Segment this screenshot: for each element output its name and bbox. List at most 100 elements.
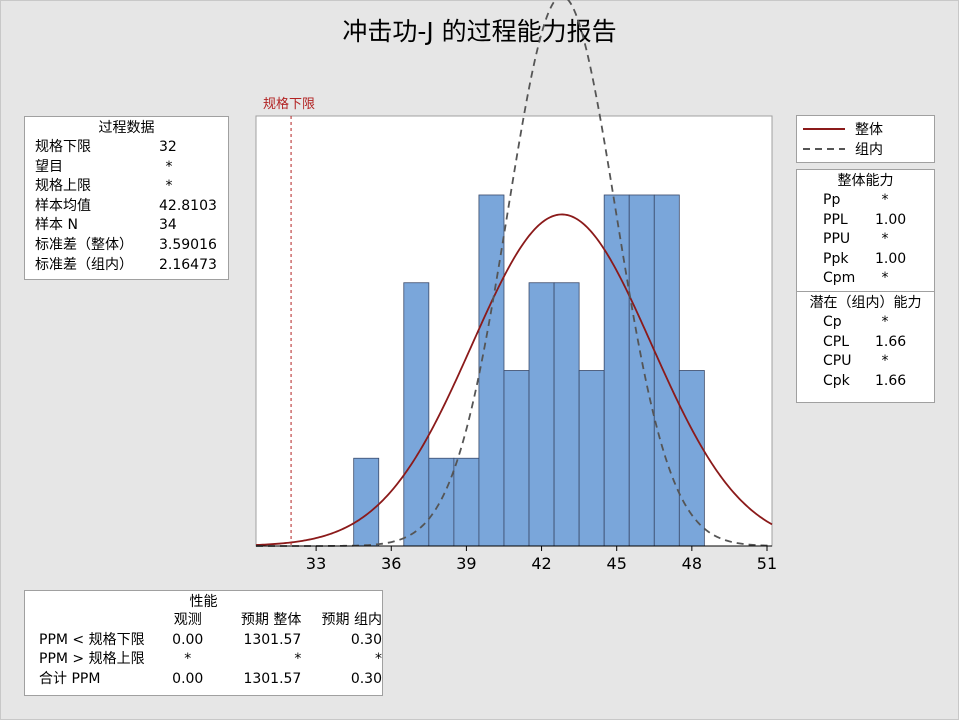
overall-capability-rows: Pp * PPL 1.00 PPU * Ppk 1.00 Cpm * (797, 191, 934, 289)
performance-cell: 0.00 (172, 631, 204, 648)
performance-panel: 性能 观测 预期 整体 预期 组内 PPM < 规格下限 0.00 1301.57 0… (24, 590, 383, 696)
performance-cell: 1301.57 (243, 670, 302, 687)
process-data-label: 标准差（整体） (35, 236, 133, 253)
performance-body: PPM < 规格下限 0.00 1301.57 0.30 PPM > 规格上限 * * * 合计… (39, 631, 382, 690)
potential-capability-row: Cpk 1.66 (823, 372, 934, 392)
potential-capability-value: 1.66 (875, 372, 907, 389)
overall-capability-label: PPL (823, 211, 848, 228)
x-tick-label: 42 (531, 554, 551, 573)
process-data-panel: 过程数据 规格下限 32 望目 * 规格上限 * 样本均值 42.8103 样本 N 34 标准差（… (24, 116, 229, 280)
overall-capability-row: Ppk 1.00 (823, 250, 934, 270)
overall-capability-row: PPU * (823, 230, 934, 250)
process-data-value: 34 (159, 217, 177, 234)
overall-capability-row: PPL 1.00 (823, 211, 934, 231)
process-data-value: 2.16473 (159, 256, 217, 273)
overall-capability-label: Cpm (823, 270, 856, 287)
potential-capability-header: 潜在（组内）能力 (809, 294, 922, 311)
histogram-bar (528, 282, 555, 547)
process-data-value: 32 (159, 139, 177, 155)
performance-row-label: PPM < 规格下限 (39, 631, 145, 648)
performance-cell: * (184, 651, 192, 667)
histogram-bar (353, 457, 380, 547)
performance-row-label: 合计 PPM (39, 670, 101, 687)
x-tick-label: 36 (381, 554, 401, 573)
overall-capability-value: * (881, 192, 889, 208)
legend-label: 组内 (855, 142, 883, 158)
process-data-label: 样本均值 (35, 197, 91, 214)
process-data-label: 标准差（组内） (35, 256, 133, 273)
legend-swatch (803, 148, 845, 150)
col-header-observed: 观测 (173, 612, 202, 628)
overall-capability-header: 整体能力 (837, 173, 894, 189)
overall-capability-value: * (881, 231, 889, 248)
legend-swatch (803, 128, 845, 130)
x-tick-label: 33 (306, 554, 326, 573)
potential-capability-label: Cpk (823, 372, 850, 389)
legend: 整体 组内 (796, 115, 935, 163)
overall-capability-label: Ppk (823, 250, 849, 267)
process-data-row: 规格上限 * (35, 177, 228, 197)
process-data-row: 规格下限 32 (35, 138, 228, 158)
performance-row: PPM < 规格下限 0.00 1301.57 0.30 (39, 631, 382, 651)
process-data-header: 过程数据 (98, 120, 155, 136)
performance-table: 观测 预期 整体 预期 组内 PPM < 规格下限 0.00 1301.57 0.30… (39, 611, 382, 689)
x-tick-label: 48 (682, 554, 702, 573)
overall-capability-value: 1.00 (875, 250, 907, 267)
lsl-label: 规格下限 (263, 96, 315, 112)
histogram-bar (428, 457, 455, 547)
legend-label: 整体 (855, 122, 883, 138)
histogram-bar (503, 370, 530, 547)
potential-capability-row: CPU * (823, 352, 934, 372)
col-header-expected-within: 预期 组内 (321, 612, 382, 628)
process-data-value: * (165, 178, 173, 195)
potential-capability-label: CPL (823, 333, 850, 350)
legend-item: 组内 (797, 139, 934, 159)
histogram-bar (453, 457, 480, 547)
x-tick-label: 45 (607, 554, 627, 573)
potential-capability-value: * (881, 313, 889, 330)
process-data-value: 3.59016 (159, 236, 217, 253)
histogram-bar (553, 282, 580, 547)
process-data-row: 样本均值 42.8103 (35, 197, 228, 217)
performance-header: 性能 (189, 594, 218, 610)
performance-cell: 1301.57 (243, 631, 302, 648)
process-data-row: 标准差（组内） 2.16473 (35, 256, 228, 276)
histogram-bar (578, 370, 605, 547)
performance-col-headers: 观测 预期 整体 预期 组内 (39, 611, 382, 631)
capability-divider (797, 290, 934, 292)
performance-cell: * (375, 651, 382, 667)
performance-cell: 0.00 (172, 670, 204, 687)
performance-row: PPM > 规格上限 * * * (39, 650, 382, 670)
overall-capability-row: Cpm * (823, 269, 934, 289)
potential-capability-row: CPL 1.66 (823, 333, 934, 353)
potential-capability-value: * (881, 353, 889, 370)
process-data-row: 望目 * (35, 158, 228, 178)
process-data-value: 42.8103 (159, 197, 217, 214)
histogram-bar (628, 194, 655, 547)
potential-capability-value: 1.66 (875, 333, 907, 350)
overall-capability-label: Pp (823, 192, 841, 208)
overall-capability-value: * (881, 270, 889, 287)
process-data-label: 望目 (35, 158, 63, 175)
col-header-expected-overall: 预期 整体 (240, 612, 302, 628)
potential-capability-rows: Cp * CPL 1.66 CPU * Cpk 1.66 (797, 313, 934, 391)
legend-rows: 整体 组内 (797, 116, 934, 159)
performance-cell: 0.30 (350, 631, 382, 648)
process-data-label: 样本 N (35, 217, 78, 234)
histogram-bar (478, 194, 505, 547)
capability-panel: 整体能力 Pp * PPL 1.00 PPU * Ppk 1.00 Cpm * 潜在（组内）能力 … (796, 169, 935, 403)
process-data-row: 样本 N 34 (35, 216, 228, 236)
performance-cell: 0.30 (350, 670, 382, 687)
page-title: 冲击功-J 的过程能力报告 (342, 17, 617, 46)
process-data-label: 规格上限 (35, 178, 91, 195)
process-data-rows: 规格下限 32 望目 * 规格上限 * 样本均值 42.8103 样本 N 34 标准差（整体） 3.… (25, 138, 228, 275)
x-tick-label: 39 (456, 554, 476, 573)
performance-cell: * (294, 651, 302, 667)
overall-capability-row: Pp * (823, 191, 934, 211)
overall-curve (255, 213, 773, 546)
x-tick-label: 51 (757, 554, 777, 573)
process-data-value: * (165, 158, 173, 175)
histogram-bar (603, 194, 630, 547)
potential-capability-row: Cp * (823, 313, 934, 333)
